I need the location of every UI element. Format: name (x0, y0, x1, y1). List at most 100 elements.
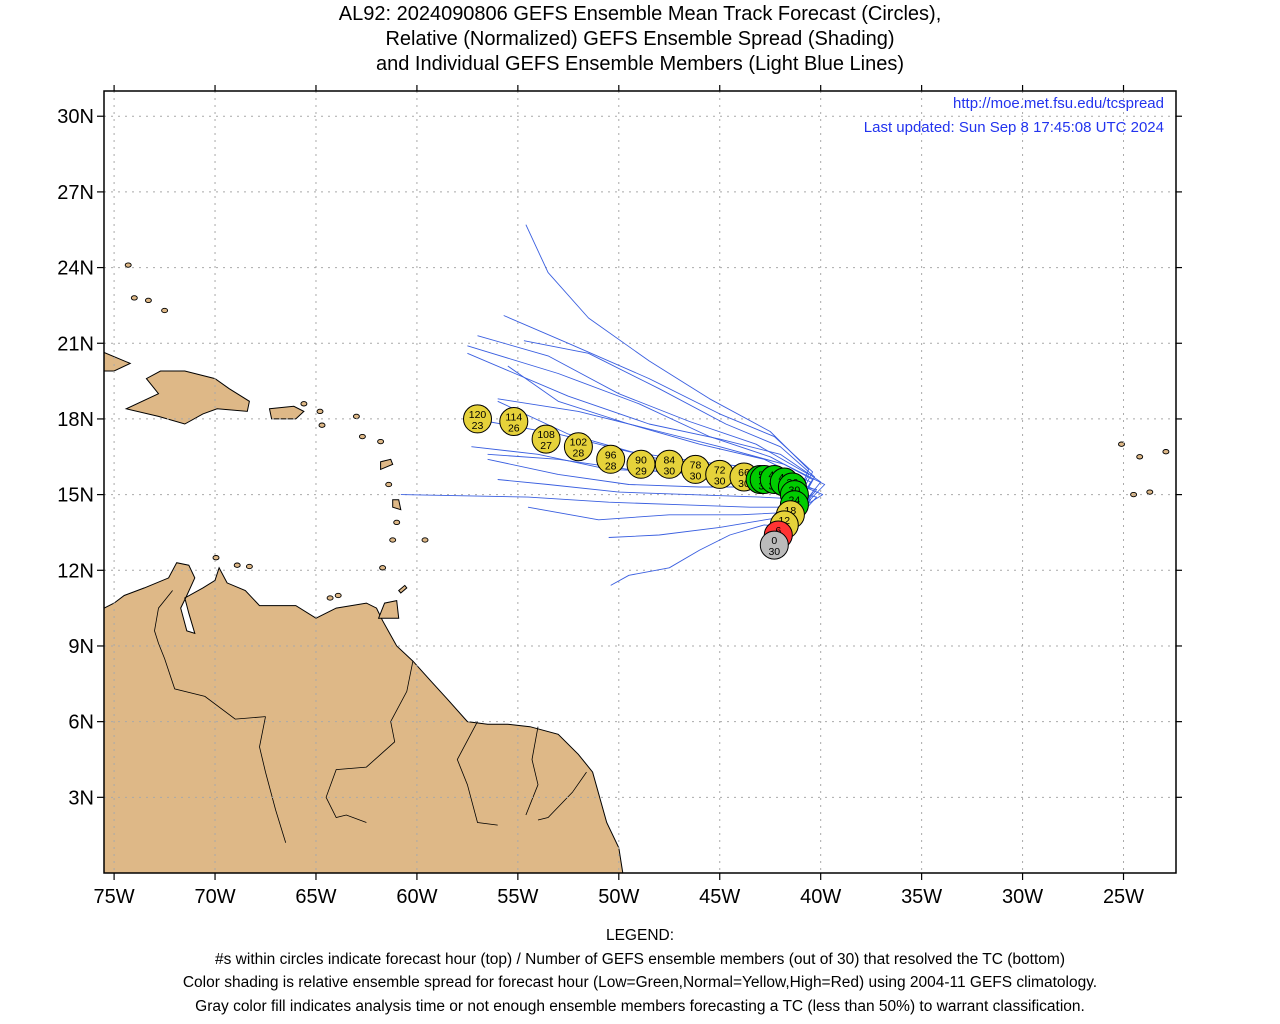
island-land (316, 408, 324, 415)
track-point-members: 28 (573, 448, 585, 460)
source-url: http://moe.met.fsu.edu/tcspread (953, 95, 1164, 112)
lat-tick-label: 9N (68, 636, 94, 658)
track-point-members: 30 (714, 475, 726, 487)
island-land (421, 537, 429, 543)
cuba-land (104, 351, 132, 372)
track-point-hour: 78 (690, 459, 702, 471)
lon-tick-label: 35W (901, 886, 942, 908)
track-point-hour: 102 (570, 437, 588, 449)
island-land (97, 281, 103, 285)
lat-tick-label: 12N (57, 560, 94, 582)
lat-tick-label: 3N (68, 787, 94, 809)
island-land (318, 422, 326, 428)
island-land (377, 438, 385, 445)
track-point-members: 30 (738, 478, 750, 490)
island-land (300, 401, 308, 407)
island-land (212, 555, 220, 561)
island-land (233, 562, 241, 568)
country-border (537, 771, 587, 821)
lat-lon-grid (104, 91, 1176, 873)
island-land (1146, 489, 1154, 495)
legend-heading: LEGEND: (605, 927, 675, 944)
island-land (352, 413, 360, 420)
south-america-land (104, 562, 624, 873)
title-line-2: Relative (Normalized) GEFS Ensemble Spre… (385, 28, 895, 50)
legend-line-2: Color shading is relative ensemble sprea… (182, 974, 1098, 992)
track-point: 030 (759, 530, 789, 560)
track-point-hour: 6 (775, 525, 781, 537)
country-border (259, 716, 287, 843)
lat-tick-label: 21N (57, 333, 94, 355)
track-point-circle (759, 530, 789, 560)
track-point-circle (563, 432, 593, 462)
island-land (144, 297, 152, 304)
track-point-circle (463, 404, 492, 434)
island-land (385, 481, 393, 488)
island-land (1162, 449, 1170, 455)
track-point-hour: 108 (537, 429, 555, 441)
island-land (389, 537, 397, 543)
lat-tick-label: 18N (57, 409, 94, 431)
island-land (326, 595, 334, 601)
lon-tick-label: 30W (1002, 886, 1043, 908)
track-point-members: 30 (663, 465, 675, 477)
country-border (154, 590, 266, 720)
lon-tick-label: 45W (699, 886, 740, 908)
lon-tick-label: 50W (598, 886, 639, 908)
lat-tick-label: 30N (57, 106, 94, 128)
track-point-hour: 120 (469, 409, 487, 421)
track-point-members: 26 (508, 423, 520, 435)
island-land (1136, 454, 1144, 460)
track-point-hour: 18 (785, 505, 797, 517)
track-point-hour: 72 (714, 464, 726, 476)
lon-tick-label: 25W (1103, 886, 1144, 908)
island-land (130, 295, 138, 301)
track-point-hour: 90 (635, 454, 647, 466)
track-point-circle (531, 424, 561, 454)
lat-tick-label: 6N (68, 712, 94, 734)
island-land (124, 262, 132, 268)
martinique-land (392, 499, 402, 511)
track-point-hour: 114 (505, 412, 522, 424)
country-border (325, 661, 414, 823)
island-land (1118, 441, 1125, 447)
title-line-1: AL92: 2024090806 GEFS Ensemble Mean Trac… (338, 3, 942, 25)
legend: LEGEND: #s within circles indicate forec… (0, 924, 1280, 1018)
legend-line-1: #s within circles indicate forecast hour… (215, 950, 1065, 968)
track-point-hour: 84 (663, 454, 675, 466)
track-point-hour: 24 (789, 495, 801, 507)
track-point-members: 29 (635, 465, 647, 477)
track-point-circle (596, 444, 626, 474)
lon-tick-label: 70W (194, 886, 235, 908)
track-point-hour: 66 (738, 467, 750, 479)
trinidad-land (377, 599, 400, 619)
lon-tick-label: 75W (94, 886, 135, 908)
country-border (525, 726, 539, 816)
country-border (456, 721, 498, 826)
track-point-members: 28 (605, 460, 617, 472)
track-point-hour: 12 (778, 515, 790, 527)
track-point-members: 30 (690, 470, 702, 482)
island-land (245, 563, 253, 570)
track-point-members: 27 (540, 440, 552, 452)
track-point-members: 30 (768, 546, 780, 558)
lat-tick-label: 27N (57, 182, 94, 204)
lat-tick-label: 15N (57, 485, 94, 507)
puerto-rico-land (268, 405, 305, 420)
island-land (161, 307, 169, 314)
lon-tick-label: 55W (497, 886, 538, 908)
axis-ticks: 75W 70W 65W 60W 55W 50W 45W 40W 35W 30W 25W 30N 27N 2… (57, 85, 1182, 908)
lat-tick-label: 24N (57, 258, 94, 280)
lon-tick-label: 65W (295, 886, 336, 908)
track-point-members: 23 (472, 420, 484, 432)
guadeloupe-land (380, 458, 394, 471)
title-line-3: and Individual GEFS Ensemble Members (Li… (375, 53, 905, 75)
